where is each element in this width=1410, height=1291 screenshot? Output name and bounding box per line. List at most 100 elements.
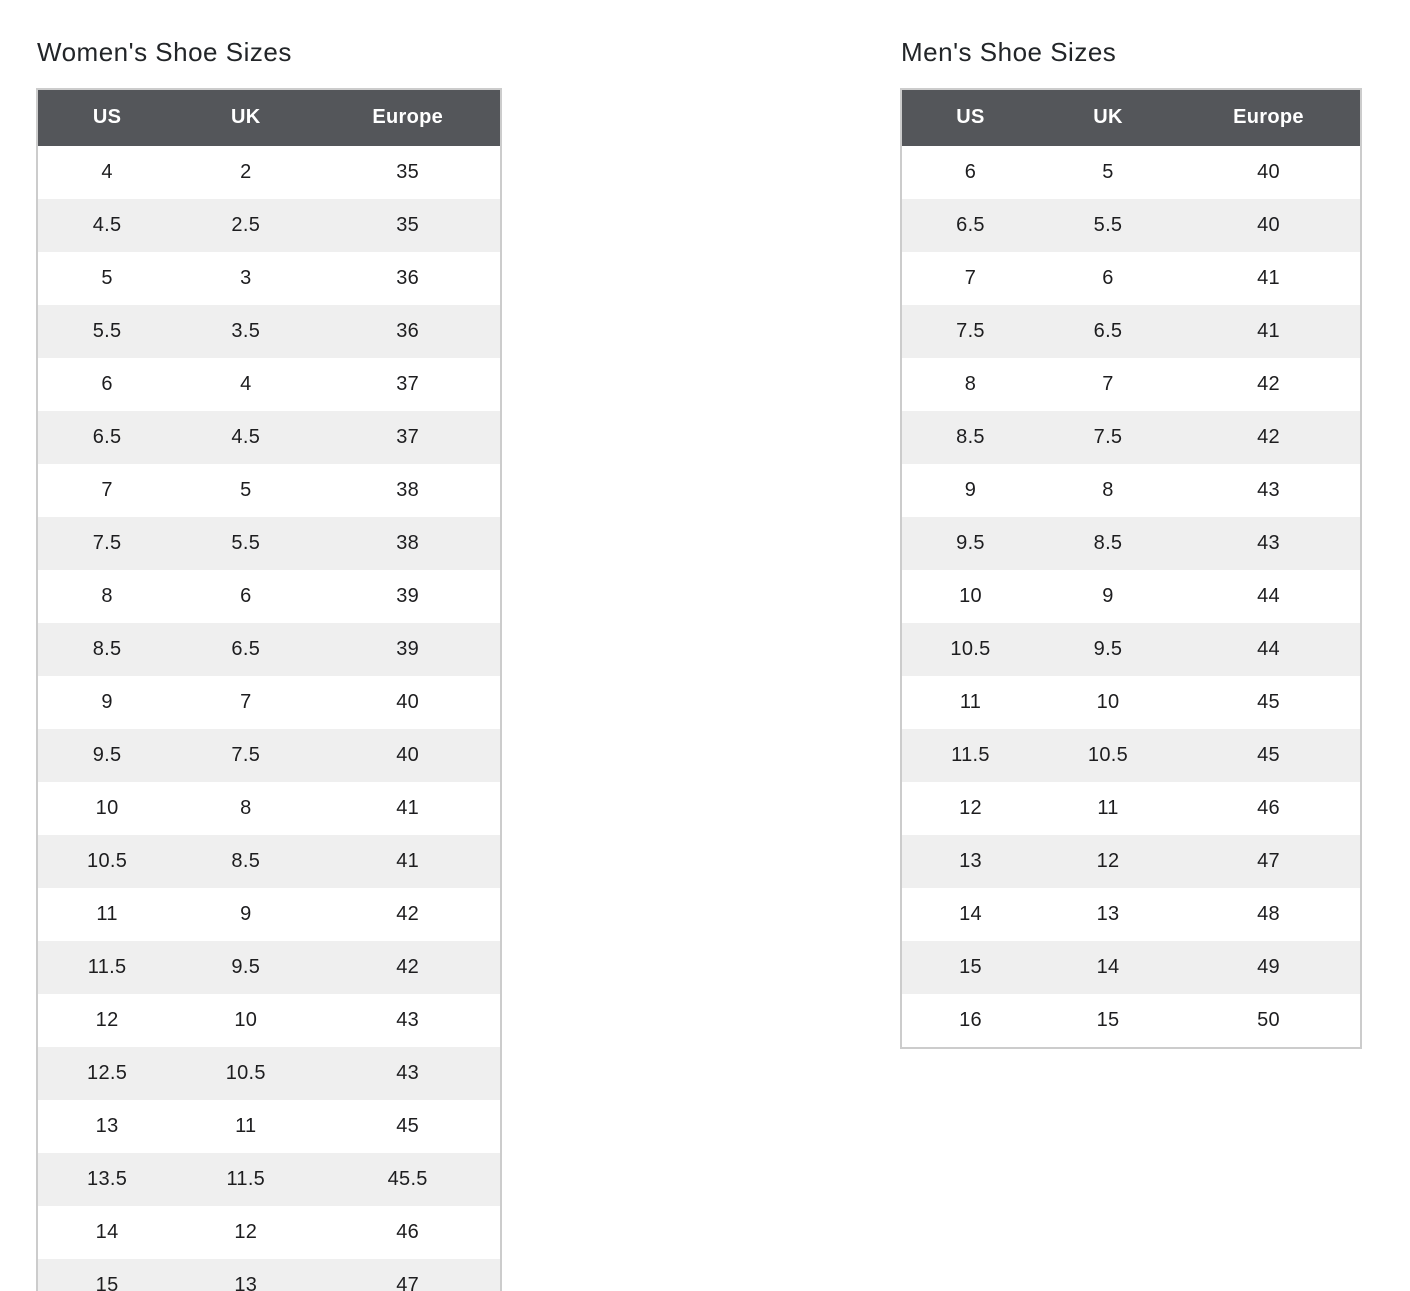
size-cell: 5.5 xyxy=(1039,198,1177,252)
size-cell: 8.5 xyxy=(176,834,316,888)
size-row: 12 10 43 xyxy=(37,993,501,1047)
size-cell: 10 xyxy=(1039,675,1177,729)
size-row: 9 7 40 xyxy=(37,675,501,729)
size-cell: 6.5 xyxy=(901,198,1039,252)
size-cell: 13 xyxy=(176,1258,316,1291)
size-cell: 47 xyxy=(1177,834,1361,888)
size-cell: 45 xyxy=(1177,675,1361,729)
size-cell: 10.5 xyxy=(901,622,1039,676)
size-cell: 10.5 xyxy=(37,834,177,888)
size-cell: 48 xyxy=(1177,887,1361,941)
size-cell: 15 xyxy=(1039,993,1177,1048)
size-cell: 38 xyxy=(315,516,501,570)
size-cell: 8 xyxy=(1039,463,1177,517)
size-row: 16 15 50 xyxy=(901,993,1361,1048)
size-cell: 10 xyxy=(37,781,177,835)
size-cell: 12 xyxy=(901,781,1039,835)
size-cell: 42 xyxy=(315,887,501,941)
size-cell: 40 xyxy=(315,675,501,729)
size-row: 8.5 7.5 42 xyxy=(901,410,1361,464)
size-cell: 37 xyxy=(315,357,501,411)
size-cell: 40 xyxy=(1177,145,1361,199)
size-cell: 9.5 xyxy=(176,940,316,994)
size-cell: 10 xyxy=(901,569,1039,623)
size-row: 11.5 10.5 45 xyxy=(901,728,1361,782)
womens-size-section: Women's Shoe Sizes US UK Europe 4 2 35 4.5 2… xyxy=(36,37,502,1291)
size-cell: 39 xyxy=(315,622,501,676)
size-cell: 6.5 xyxy=(176,622,316,676)
column-header-europe: Europe xyxy=(315,88,501,146)
size-cell: 3.5 xyxy=(176,304,316,358)
size-cell: 50 xyxy=(1177,993,1361,1048)
size-cell: 7 xyxy=(37,463,177,517)
size-cell: 3 xyxy=(176,251,316,305)
size-cell: 42 xyxy=(1177,410,1361,464)
size-cell: 41 xyxy=(315,834,501,888)
size-cell: 4 xyxy=(37,145,177,199)
size-cell: 15 xyxy=(901,940,1039,994)
size-row: 11 9 42 xyxy=(37,887,501,941)
size-cell: 9.5 xyxy=(901,516,1039,570)
womens-size-table: US UK Europe 4 2 35 4.5 2.5 35 5 3 36 5.5 3.5 36 6 4 3… xyxy=(36,87,502,1291)
size-row: 15 14 49 xyxy=(901,940,1361,994)
size-cell: 5.5 xyxy=(176,516,316,570)
size-cell: 9 xyxy=(1039,569,1177,623)
size-row: 10.5 8.5 41 xyxy=(37,834,501,888)
size-cell: 6.5 xyxy=(37,410,177,464)
size-cell: 38 xyxy=(315,463,501,517)
column-header-uk: UK xyxy=(1039,88,1177,146)
size-cell: 11 xyxy=(901,675,1039,729)
size-cell: 4 xyxy=(176,357,316,411)
size-cell: 47 xyxy=(315,1258,501,1291)
size-cell: 41 xyxy=(315,781,501,835)
size-cell: 42 xyxy=(1177,357,1361,411)
size-cell: 14 xyxy=(37,1205,177,1259)
size-cell: 10.5 xyxy=(1039,728,1177,782)
size-row: 7 5 38 xyxy=(37,463,501,517)
size-cell: 7 xyxy=(1039,357,1177,411)
size-row: 13 11 45 xyxy=(37,1099,501,1153)
size-cell: 35 xyxy=(315,198,501,252)
size-cell: 9.5 xyxy=(37,728,177,782)
size-cell: 36 xyxy=(315,251,501,305)
size-cell: 7 xyxy=(901,251,1039,305)
column-header-uk: UK xyxy=(176,88,316,146)
size-row: 15 13 47 xyxy=(37,1258,501,1291)
size-row: 6.5 5.5 40 xyxy=(901,198,1361,252)
size-cell: 5.5 xyxy=(37,304,177,358)
size-row: 10.5 9.5 44 xyxy=(901,622,1361,676)
size-cell: 40 xyxy=(1177,198,1361,252)
size-row: 9.5 8.5 43 xyxy=(901,516,1361,570)
size-row: 6.5 4.5 37 xyxy=(37,410,501,464)
size-cell: 2.5 xyxy=(176,198,316,252)
size-cell: 13 xyxy=(1039,887,1177,941)
size-row: 9 8 43 xyxy=(901,463,1361,517)
mens-table-title: Men's Shoe Sizes xyxy=(901,37,1117,67)
size-cell: 11.5 xyxy=(901,728,1039,782)
size-row: 14 12 46 xyxy=(37,1205,501,1259)
size-cell: 8 xyxy=(176,781,316,835)
size-cell: 6 xyxy=(176,569,316,623)
size-cell: 7.5 xyxy=(37,516,177,570)
size-row: 4.5 2.5 35 xyxy=(37,198,501,252)
size-row: 13 12 47 xyxy=(901,834,1361,888)
size-cell: 7 xyxy=(176,675,316,729)
size-row: 9.5 7.5 40 xyxy=(37,728,501,782)
size-row: 8 6 39 xyxy=(37,569,501,623)
size-cell: 10 xyxy=(176,993,316,1047)
size-row: 7.5 5.5 38 xyxy=(37,516,501,570)
size-cell: 10.5 xyxy=(176,1046,316,1100)
size-cell: 16 xyxy=(901,993,1039,1048)
size-cell: 12 xyxy=(37,993,177,1047)
size-cell: 13 xyxy=(901,834,1039,888)
column-header-europe: Europe xyxy=(1177,88,1361,146)
size-cell: 5 xyxy=(1039,145,1177,199)
size-cell: 44 xyxy=(1177,622,1361,676)
mens-size-table: US UK Europe 6 5 40 6.5 5.5 40 7 6 41 7.5 6.5 41 8 7 4… xyxy=(900,87,1362,1049)
size-cell: 45.5 xyxy=(315,1152,501,1206)
size-cell: 45 xyxy=(1177,728,1361,782)
size-cell: 7.5 xyxy=(901,304,1039,358)
size-cell: 4.5 xyxy=(176,410,316,464)
size-row: 12.5 10.5 43 xyxy=(37,1046,501,1100)
size-row: 8.5 6.5 39 xyxy=(37,622,501,676)
